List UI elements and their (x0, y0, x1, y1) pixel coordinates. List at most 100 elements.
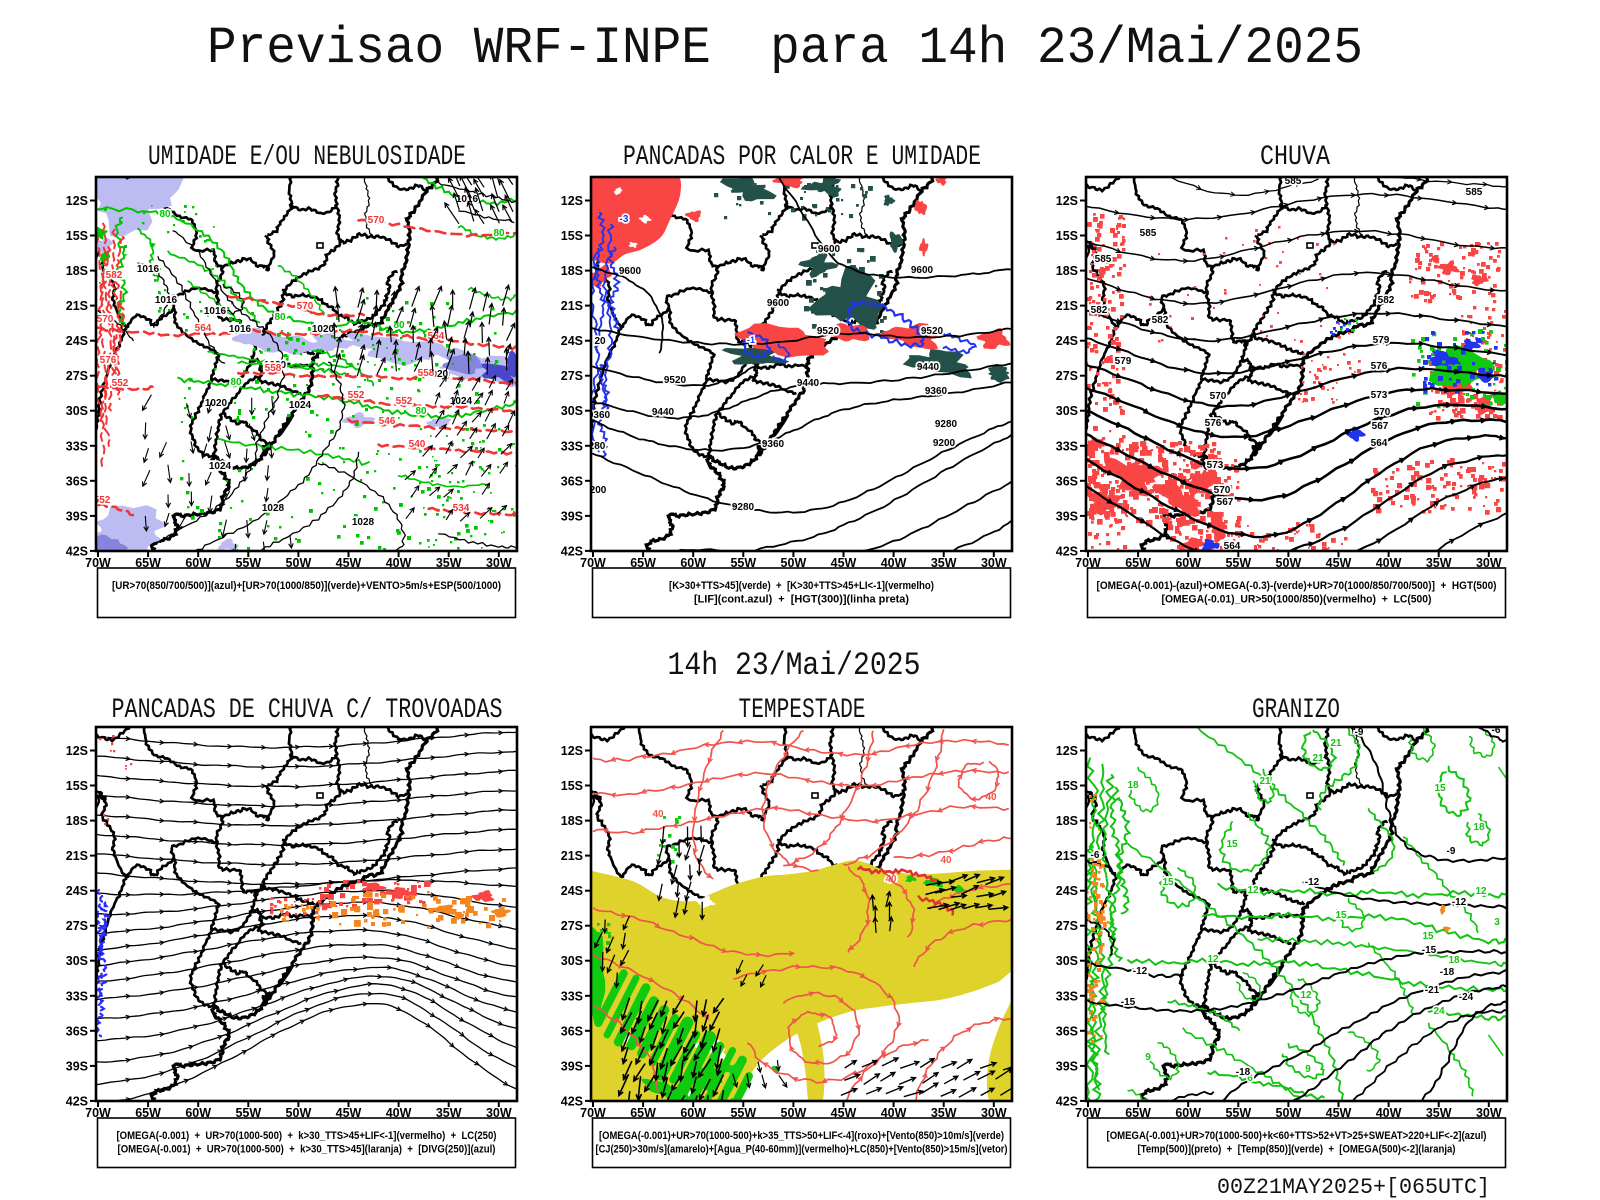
svg-text:39S: 39S (561, 509, 583, 523)
svg-text:[OMEGA(-0.01)_UR>50(1000/850)(: [OMEGA(-0.01)_UR>50(1000/850)(vermelho) … (1162, 594, 1432, 606)
svg-text:1016: 1016 (204, 306, 227, 317)
svg-text:12S: 12S (66, 744, 88, 758)
svg-text:Previsao WRF-INPE para 14h 23: Previsao WRF-INPE para 14h 23/Mai/2025 (207, 19, 1363, 78)
svg-text:60W: 60W (185, 556, 211, 570)
svg-text:39S: 39S (1056, 1059, 1078, 1073)
svg-text:-12: -12 (1452, 897, 1467, 908)
svg-text:[OMEGA(-0.001)+UR>70(1000-500): [OMEGA(-0.001)+UR>70(1000-500)+k<60+TTS>… (1107, 1130, 1487, 1142)
svg-text:-6: -6 (1492, 725, 1501, 736)
svg-text:12: 12 (1207, 954, 1219, 965)
svg-text:-9: -9 (1447, 846, 1456, 857)
svg-text:60W: 60W (680, 1106, 706, 1120)
svg-text:60W: 60W (680, 556, 706, 570)
svg-text:50W: 50W (286, 556, 312, 570)
svg-text:570: 570 (1210, 391, 1227, 402)
svg-text:35W: 35W (1426, 1106, 1452, 1120)
svg-text:PANCADAS DE CHUVA C/ TROVOADAS: PANCADAS DE CHUVA C/ TROVOADAS (112, 695, 503, 726)
svg-text:9: 9 (1145, 1052, 1151, 1063)
svg-text:582: 582 (106, 270, 123, 281)
svg-text:80: 80 (159, 209, 171, 220)
svg-text:42S: 42S (1056, 544, 1078, 558)
svg-text:558: 558 (265, 363, 282, 374)
svg-text:15: 15 (1434, 783, 1446, 794)
svg-text:585: 585 (1095, 254, 1112, 265)
svg-text:21S: 21S (66, 849, 88, 863)
svg-text:39S: 39S (66, 1059, 88, 1073)
svg-text:[K>30+TTS>45](verde) + [K>30: [K>30+TTS>45](verde) + [K>30+TTS>45+LI<-… (669, 580, 934, 592)
svg-text:534: 534 (453, 503, 470, 514)
svg-text:9440: 9440 (652, 407, 675, 418)
svg-text:55W: 55W (1225, 556, 1251, 570)
svg-text:30W: 30W (486, 1106, 512, 1120)
svg-text:40W: 40W (386, 1106, 412, 1120)
svg-text:45W: 45W (831, 556, 857, 570)
svg-text:1020: 1020 (205, 398, 228, 409)
svg-text:40W: 40W (881, 1106, 907, 1120)
svg-text:24S: 24S (66, 334, 88, 348)
svg-text:21S: 21S (1056, 849, 1078, 863)
svg-text:CHUVA: CHUVA (1260, 142, 1330, 173)
svg-text:9600: 9600 (619, 266, 642, 277)
svg-text:570: 570 (368, 215, 385, 226)
svg-text:80: 80 (274, 312, 286, 323)
svg-text:546: 546 (379, 416, 396, 427)
svg-text:36S: 36S (1056, 1024, 1078, 1038)
svg-text:40W: 40W (386, 556, 412, 570)
svg-text:24S: 24S (561, 884, 583, 898)
svg-text:18S: 18S (66, 264, 88, 278)
svg-text:552: 552 (112, 378, 129, 389)
svg-text:1028: 1028 (352, 517, 375, 528)
svg-text:[OMEGA(-0.001) + UR>70(1000-: [OMEGA(-0.001) + UR>70(1000-500) + k>30_… (118, 1144, 496, 1156)
svg-text:585: 585 (1466, 187, 1483, 198)
svg-text:40W: 40W (1376, 556, 1402, 570)
svg-text:24S: 24S (66, 884, 88, 898)
svg-text:567: 567 (1372, 421, 1389, 432)
svg-text:39S: 39S (561, 1059, 583, 1073)
svg-text:15S: 15S (66, 779, 88, 793)
svg-text:GRANIZO: GRANIZO (1252, 695, 1340, 726)
svg-text:1016: 1016 (456, 194, 479, 205)
svg-text:200: 200 (590, 485, 607, 496)
svg-text:65W: 65W (630, 1106, 656, 1120)
svg-text:1024: 1024 (289, 400, 312, 411)
svg-text:564: 564 (195, 323, 212, 334)
svg-text:30S: 30S (66, 404, 88, 418)
svg-text:[UR>70(850/700/500)](azul)+[UR: [UR>70(850/700/500)](azul)+[UR>70(1000/8… (112, 580, 501, 592)
svg-text:15S: 15S (66, 229, 88, 243)
svg-text:9520: 9520 (921, 326, 944, 337)
svg-text:570: 570 (1214, 485, 1231, 496)
svg-text:12S: 12S (561, 744, 583, 758)
svg-text:33S: 33S (1056, 989, 1078, 1003)
svg-text:12: 12 (1475, 886, 1487, 897)
svg-text:24: 24 (1433, 1006, 1445, 1017)
svg-text:18: 18 (1448, 955, 1460, 966)
svg-text:24S: 24S (1056, 884, 1078, 898)
svg-text:60W: 60W (1175, 1106, 1201, 1120)
svg-text:40: 40 (652, 809, 664, 820)
svg-text:576: 576 (1205, 418, 1222, 429)
svg-text:-6: -6 (1091, 850, 1100, 861)
svg-text:50W: 50W (781, 1106, 807, 1120)
svg-text:30S: 30S (1056, 954, 1078, 968)
svg-text:1016: 1016 (229, 324, 252, 335)
svg-text:30W: 30W (981, 556, 1007, 570)
svg-text:33S: 33S (1056, 439, 1078, 453)
svg-text:-3: -3 (620, 214, 629, 225)
svg-text:39S: 39S (66, 509, 88, 523)
svg-text:50W: 50W (286, 1106, 312, 1120)
svg-text:27S: 27S (66, 369, 88, 383)
svg-text:33S: 33S (561, 439, 583, 453)
svg-text:35W: 35W (436, 556, 462, 570)
svg-text:70W: 70W (580, 556, 606, 570)
svg-text:TEMPESTADE: TEMPESTADE (739, 695, 866, 726)
svg-text:3: 3 (1494, 917, 1500, 928)
svg-text:30W: 30W (1476, 1106, 1502, 1120)
svg-text:55W: 55W (730, 1106, 756, 1120)
svg-text:18: 18 (1127, 780, 1139, 791)
svg-text:1028: 1028 (262, 503, 285, 514)
svg-text:9: 9 (1305, 1064, 1311, 1075)
svg-text:12: 12 (1247, 885, 1259, 896)
svg-text:PANCADAS POR CALOR E UMIDADE: PANCADAS POR CALOR E UMIDADE (623, 142, 981, 173)
svg-text:30S: 30S (66, 954, 88, 968)
svg-text:80: 80 (393, 320, 405, 331)
